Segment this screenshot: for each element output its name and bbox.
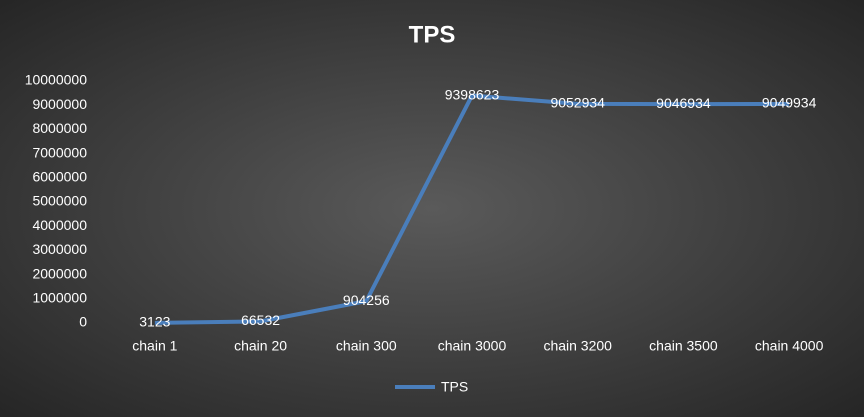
data-label: 9052934 [550, 95, 605, 111]
y-tick-label: 8000000 [32, 120, 87, 136]
x-tick-label: chain 3000 [438, 338, 507, 354]
data-label: 3123 [139, 314, 170, 330]
y-tick-label: 1000000 [32, 290, 87, 306]
y-tick-label: 7000000 [32, 144, 87, 160]
data-label: 9046934 [656, 95, 711, 111]
y-tick-label: 6000000 [32, 169, 87, 185]
y-tick-label: 4000000 [32, 217, 87, 233]
data-label: 904256 [343, 292, 390, 308]
chart-title: TPS [409, 21, 456, 48]
data-label: 9049934 [762, 95, 817, 111]
x-tick-label: chain 3500 [649, 338, 718, 354]
x-tick-label: chain 300 [336, 338, 397, 354]
y-tick-label: 9000000 [32, 96, 87, 112]
x-tick-label: chain 1 [132, 338, 177, 354]
x-tick-label: chain 20 [234, 338, 287, 354]
x-tick-label: chain 4000 [755, 338, 824, 354]
y-tick-label: 5000000 [32, 193, 87, 209]
y-tick-label: 2000000 [32, 265, 87, 281]
y-tick-label: 0 [79, 314, 87, 330]
x-tick-label: chain 3200 [543, 338, 612, 354]
legend-label: TPS [441, 379, 468, 395]
data-label: 66532 [241, 312, 280, 328]
series-line [154, 93, 790, 325]
y-tick-label: 3000000 [32, 241, 87, 257]
data-label: 9398623 [445, 86, 500, 102]
y-tick-label: 10000000 [25, 72, 88, 88]
